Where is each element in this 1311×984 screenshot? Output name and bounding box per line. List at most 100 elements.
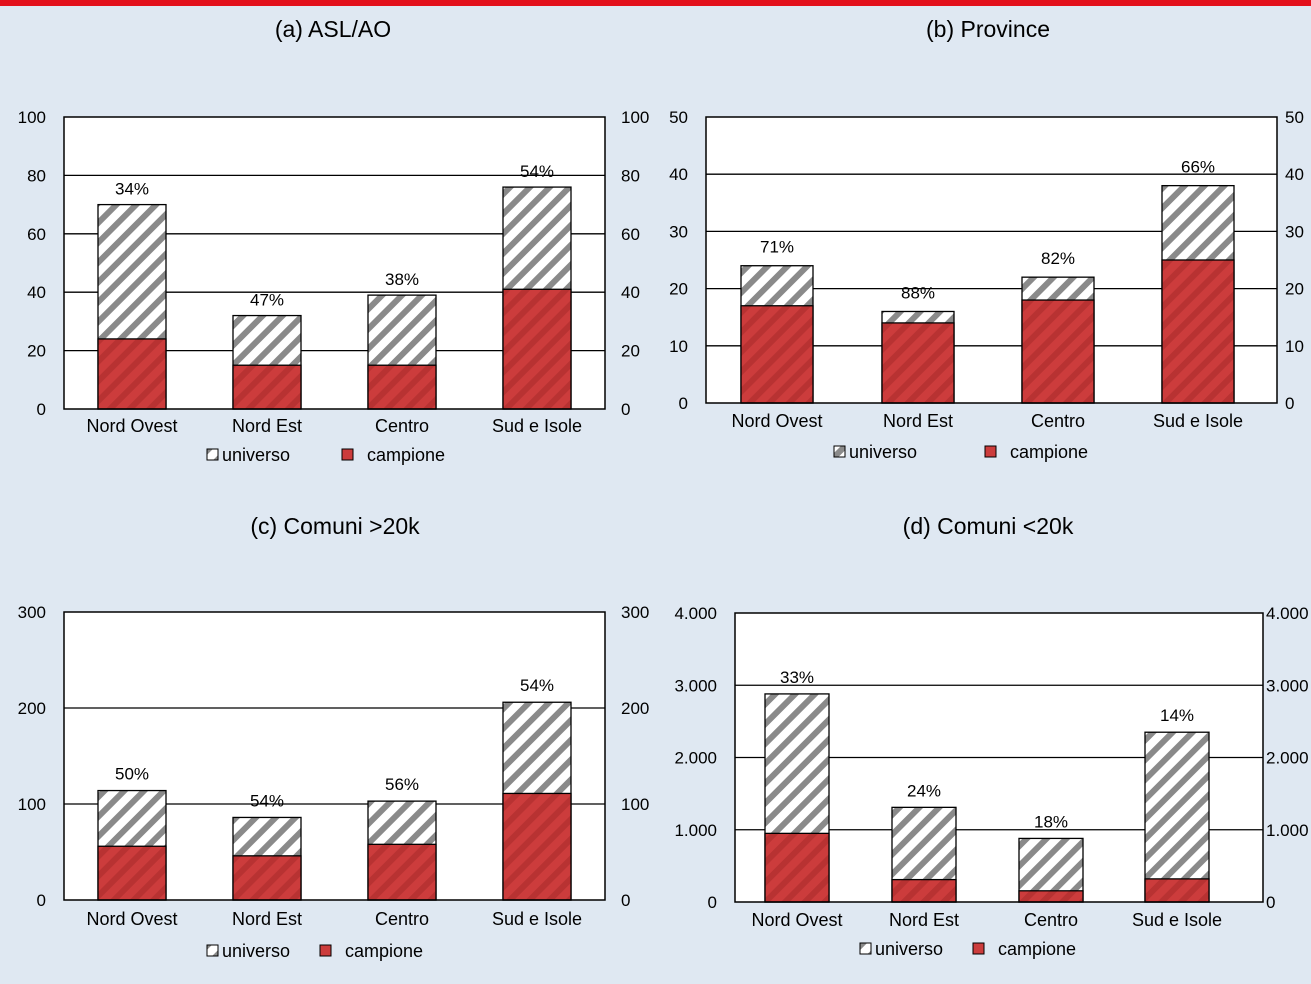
legend-swatch-universo <box>859 942 872 955</box>
y-tick-label-left: 50 <box>669 108 688 127</box>
bar-campione <box>232 364 302 410</box>
bar-percentage-label: 71% <box>760 238 794 257</box>
bar-percentage-label: 33% <box>780 668 814 687</box>
legend-swatch-universo <box>206 448 219 461</box>
y-tick-label-left: 0 <box>679 394 688 413</box>
y-tick-label-right: 10 <box>1285 337 1304 356</box>
y-tick-label-right: 100 <box>621 795 649 814</box>
bar-campione <box>881 322 955 404</box>
x-tick-label: Centro <box>1031 411 1085 431</box>
x-tick-label: Sud e Isole <box>492 909 582 929</box>
y-tick-label-left: 0 <box>37 400 46 419</box>
y-tick-label-right: 60 <box>621 225 640 244</box>
bar-percentage-label: 54% <box>250 791 284 810</box>
y-tick-label-left: 1.000 <box>674 821 717 840</box>
y-tick-label-right: 200 <box>621 699 649 718</box>
bar-percentage-label: 82% <box>1041 249 1075 268</box>
x-tick-label: Nord Ovest <box>86 909 177 929</box>
y-tick-label-right: 0 <box>621 891 630 910</box>
y-tick-label-right: 20 <box>621 342 640 361</box>
y-tick-label-left: 0 <box>37 891 46 910</box>
chart-title: (a) ASL/AO <box>275 16 391 42</box>
y-tick-label-right: 3.000 <box>1266 676 1309 695</box>
legend-swatch-universo <box>206 944 219 957</box>
bar-campione <box>97 845 167 901</box>
bar-percentage-label: 18% <box>1034 812 1068 831</box>
plot-frame <box>734 612 1264 903</box>
y-tick-label-right: 300 <box>621 603 649 622</box>
bar-percentage-label: 54% <box>520 676 554 695</box>
bar-percentage-label: 38% <box>385 270 419 289</box>
bar-percentage-label: 24% <box>907 781 941 800</box>
y-tick-label-left: 40 <box>27 283 46 302</box>
chart-panel-2: 0 0 10 10 20 20 30 30 40 40 50 50 71% Nord Ovest 88% No… <box>669 16 1304 462</box>
chart-title: (d) Comuni <20k <box>903 513 1074 539</box>
x-tick-label: Nord Ovest <box>86 416 177 436</box>
bar-campione <box>764 832 830 903</box>
plot-frame <box>63 611 606 901</box>
x-tick-label: Nord Est <box>232 909 302 929</box>
y-tick-label-left: 0 <box>708 893 717 912</box>
bar-campione <box>891 878 957 903</box>
legend-label-campione: campione <box>367 445 445 465</box>
bar-percentage-label: 88% <box>901 283 935 302</box>
bar-percentage-label: 14% <box>1160 706 1194 725</box>
bar-percentage-label: 34% <box>115 180 149 199</box>
legend-swatch-campione <box>972 942 985 955</box>
y-tick-label-right: 80 <box>621 166 640 185</box>
y-tick-label-right: 4.000 <box>1266 604 1309 623</box>
x-tick-label: Centro <box>375 909 429 929</box>
x-tick-label: Sud e Isole <box>1153 411 1243 431</box>
bar-campione <box>367 364 437 410</box>
chart-panel-4: 0 0 1.000 1.000 2.000 2.000 3.000 3.000 4.000 4.0… <box>674 513 1308 959</box>
bar-campione <box>1018 890 1084 903</box>
y-tick-label-left: 20 <box>669 280 688 299</box>
bar-campione <box>1144 878 1210 903</box>
y-tick-label-right: 0 <box>1285 394 1294 413</box>
bar-percentage-label: 50% <box>115 765 149 784</box>
y-tick-label-left: 4.000 <box>674 604 717 623</box>
x-tick-label: Sud e Isole <box>1132 910 1222 930</box>
y-tick-label-left: 40 <box>669 165 688 184</box>
bar-campione <box>1161 259 1235 404</box>
plot-frame <box>705 116 1278 404</box>
y-tick-label-left: 30 <box>669 222 688 241</box>
x-tick-label: Centro <box>375 416 429 436</box>
y-tick-label-left: 200 <box>18 699 46 718</box>
legend-label-universo: universo <box>849 442 917 462</box>
legend-label-campione: campione <box>345 941 423 961</box>
x-tick-label: Centro <box>1024 910 1078 930</box>
legend-label-campione: campione <box>1010 442 1088 462</box>
y-tick-label-right: 1.000 <box>1266 821 1309 840</box>
y-tick-label-right: 50 <box>1285 108 1304 127</box>
y-tick-label-left: 100 <box>18 795 46 814</box>
bar-percentage-label: 66% <box>1181 158 1215 177</box>
top-accent-bar <box>0 0 1311 6</box>
y-tick-label-right: 2.000 <box>1266 749 1309 768</box>
x-tick-label: Nord Ovest <box>731 411 822 431</box>
y-tick-label-left: 60 <box>27 225 46 244</box>
legend-swatch-campione <box>319 944 332 957</box>
y-tick-label-left: 100 <box>18 108 46 127</box>
y-tick-label-left: 80 <box>27 166 46 185</box>
y-tick-label-right: 20 <box>1285 280 1304 299</box>
bar-campione <box>1021 299 1095 404</box>
y-tick-label-right: 30 <box>1285 222 1304 241</box>
y-tick-label-right: 0 <box>1266 893 1275 912</box>
y-tick-label-right: 0 <box>621 400 630 419</box>
legend-swatch-campione <box>984 445 997 458</box>
x-tick-label: Nord Est <box>883 411 953 431</box>
chart-panel-1: 0 0 20 20 40 40 60 60 80 80 100 100 34% Nord Ovest 47%… <box>18 16 650 465</box>
y-tick-label-right: 40 <box>1285 165 1304 184</box>
y-tick-label-left: 10 <box>669 337 688 356</box>
legend-label-universo: universo <box>222 445 290 465</box>
y-tick-label-right: 100 <box>621 108 649 127</box>
bar-campione <box>502 288 572 410</box>
legend-label-universo: universo <box>875 939 943 959</box>
x-tick-label: Nord Est <box>232 416 302 436</box>
x-tick-label: Nord Ovest <box>751 910 842 930</box>
bar-campione <box>502 792 572 901</box>
y-tick-label-left: 300 <box>18 603 46 622</box>
